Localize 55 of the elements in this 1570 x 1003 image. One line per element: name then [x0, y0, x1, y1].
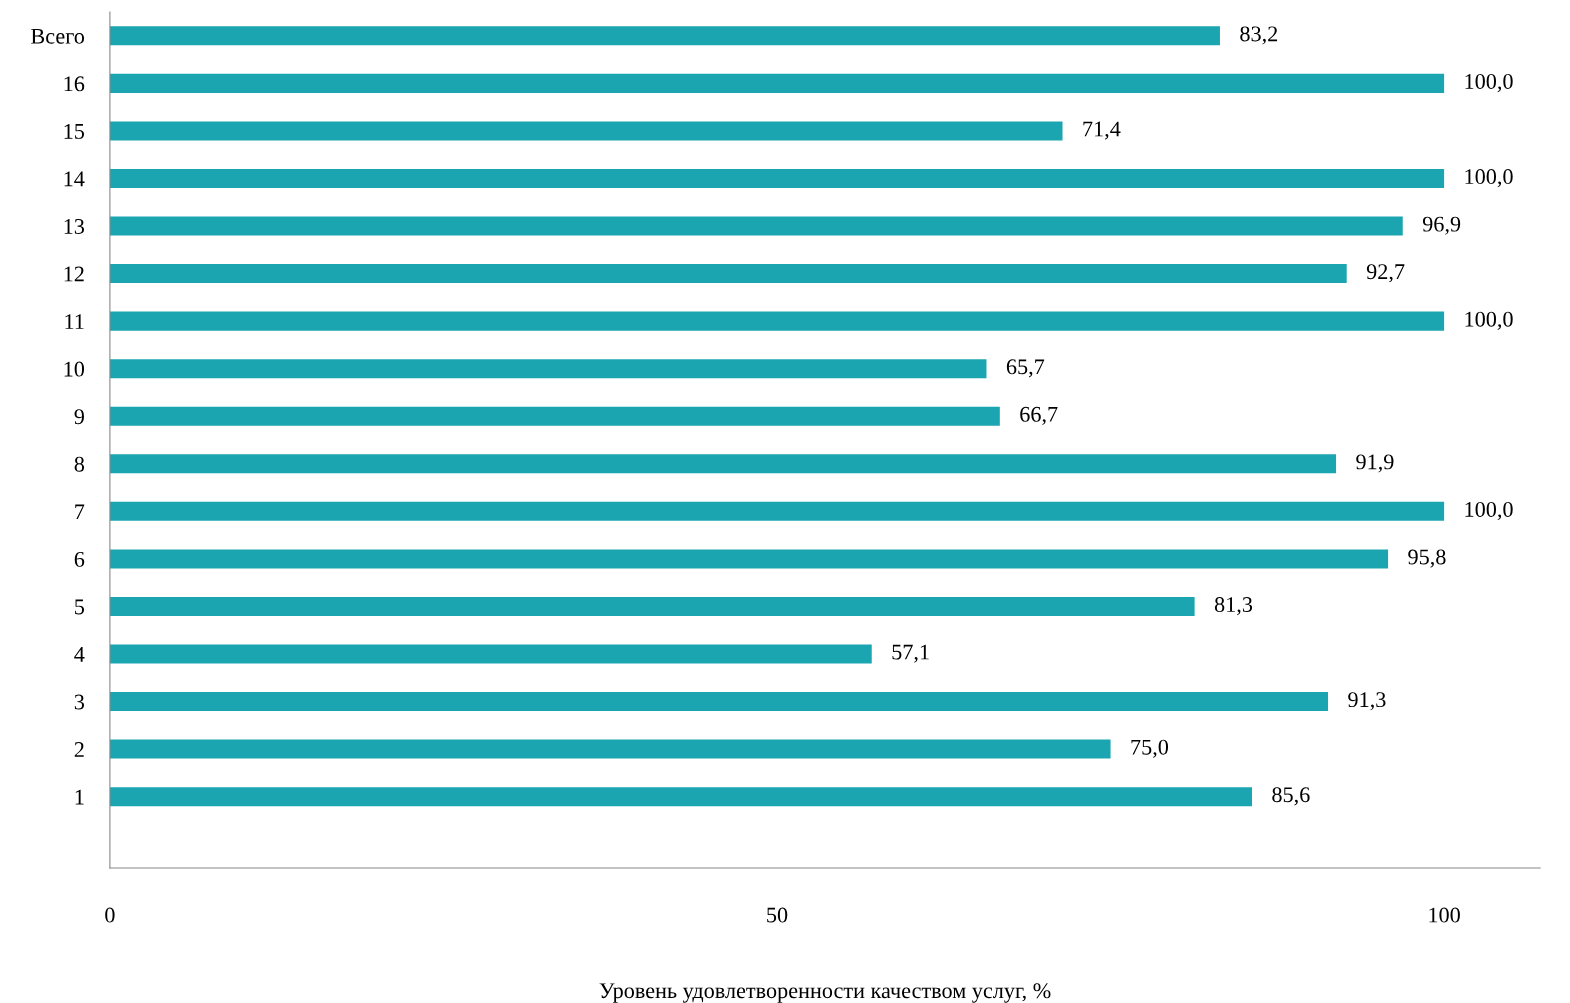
x-tick-label: 100 — [1429, 907, 1460, 923]
data-label: 100,0 — [1465, 169, 1513, 188]
y-tick-label: 1 — [75, 789, 84, 805]
x-axis-title: Уровень удовлетворенности качеством услуг, % — [599, 983, 1051, 1003]
bar — [109, 692, 1329, 712]
data-label: 85,6 — [1272, 787, 1310, 806]
bar — [109, 26, 1220, 46]
y-tick-label: 8 — [74, 456, 85, 472]
data-label: 57,1 — [892, 644, 929, 663]
data-label: 96,9 — [1422, 216, 1461, 235]
y-tick-label: 10 — [64, 361, 85, 377]
data-label: 71,4 — [1083, 121, 1121, 140]
bar — [109, 168, 1445, 188]
y-tick-label: 12 — [64, 266, 84, 282]
data-label: 66,7 — [1020, 406, 1058, 425]
data-label: 91,9 — [1356, 454, 1394, 473]
y-tick-label: 6 — [74, 551, 85, 567]
x-tick-label: 50 — [767, 907, 788, 923]
y-tick-label: 3 — [74, 694, 85, 710]
y-tick-label: 7 — [75, 504, 85, 520]
y-tick-label: 5 — [75, 599, 85, 615]
data-label: 100,0 — [1465, 73, 1513, 93]
y-tick-label: 13 — [64, 219, 85, 234]
bar — [109, 406, 1000, 426]
data-label: 65,7 — [1006, 359, 1045, 378]
y-tick-label: Всего — [31, 28, 85, 44]
y-tick-label: 4 — [74, 647, 85, 662]
bar — [109, 359, 987, 379]
y-tick-label: 9 — [74, 409, 84, 425]
data-label: 100,0 — [1465, 501, 1513, 521]
y-tick-label: 15 — [64, 123, 85, 139]
x-tick-label: 0 — [105, 907, 115, 923]
bar — [109, 311, 1445, 331]
bar — [109, 787, 1252, 807]
data-label: 91,3 — [1348, 692, 1386, 711]
bar — [109, 121, 1063, 141]
bar — [109, 739, 1111, 759]
bar — [109, 596, 1195, 616]
data-label: 92,7 — [1366, 264, 1405, 283]
bar — [109, 264, 1347, 284]
data-label: 81,3 — [1214, 597, 1253, 616]
bar — [109, 501, 1445, 521]
bar — [109, 216, 1403, 236]
data-label: 75,0 — [1131, 739, 1169, 758]
bar — [109, 549, 1389, 569]
y-tick-label: 11 — [65, 314, 84, 329]
bar — [109, 644, 872, 664]
data-label: 95,8 — [1408, 549, 1446, 568]
data-label: 83,2 — [1240, 26, 1278, 45]
y-tick-label: 14 — [64, 171, 85, 187]
bar — [109, 73, 1445, 93]
y-tick-label: 16 — [64, 76, 85, 92]
data-label: 100,0 — [1465, 311, 1513, 330]
y-tick-label: 2 — [74, 742, 84, 757]
bar — [109, 454, 1337, 474]
